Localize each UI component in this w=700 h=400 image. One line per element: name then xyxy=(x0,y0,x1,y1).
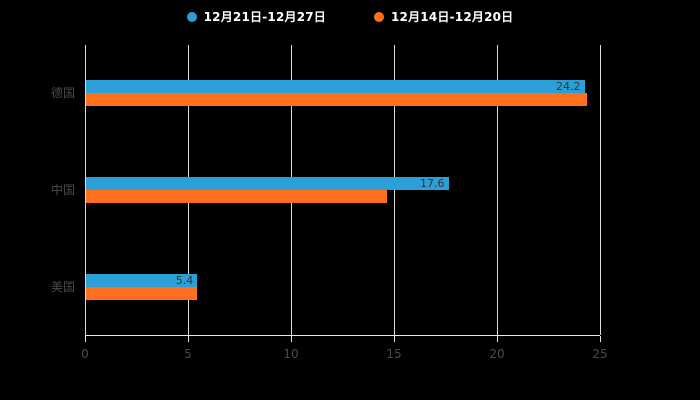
bar-series2[interactable] xyxy=(86,190,387,203)
axis-tick xyxy=(497,336,498,342)
x-tick-label: 10 xyxy=(283,347,299,361)
legend-label-series1: 12月21日-12月27日 xyxy=(203,10,326,24)
legend-item-series1[interactable]: 12月21日-12月27日 xyxy=(186,8,326,25)
axis-tick xyxy=(600,336,601,342)
x-tick-label: 20 xyxy=(489,347,505,361)
axis-tick xyxy=(394,336,395,342)
legend-label-series2: 12月14日-12月20日 xyxy=(391,10,514,24)
bar-series2[interactable] xyxy=(86,93,587,107)
legend-marker-series1-icon xyxy=(186,11,197,22)
bar-series1[interactable] xyxy=(86,80,585,94)
bar-series2[interactable] xyxy=(86,286,198,300)
axis-tick xyxy=(291,336,292,342)
y-category-label: 美国 xyxy=(50,279,75,294)
y-category-label: 中国 xyxy=(50,183,75,197)
bar-value-label: 5.4 xyxy=(175,273,194,287)
gridline xyxy=(85,45,86,335)
gridline xyxy=(497,45,498,335)
bar-value-label: 24.2 xyxy=(556,80,581,94)
x-tick-label: 5 xyxy=(184,347,192,361)
legend-marker-series2-icon xyxy=(374,11,384,22)
chart-legend: 12月21日-12月27日 12月14日-12月20日 xyxy=(0,8,700,25)
x-tick-label: 0 xyxy=(81,347,89,361)
axis-tick xyxy=(85,336,86,342)
y-category-label: 德国 xyxy=(50,86,75,101)
legend-item-series2[interactable]: 12月14日-12月20日 xyxy=(374,8,513,25)
axis-tick xyxy=(188,336,189,342)
bar-series1[interactable] xyxy=(86,177,449,190)
gridline xyxy=(394,45,395,335)
x-tick-label: 25 xyxy=(592,347,608,361)
bar-series1[interactable] xyxy=(86,273,198,287)
plot-area: 0 5 10 15 20 25 德国 24.2 中国 17.6 美国 5.4 xyxy=(51,45,608,361)
bar-value-label: 17.6 xyxy=(420,177,445,190)
gridline xyxy=(600,45,601,335)
x-tick-label: 15 xyxy=(386,347,402,361)
